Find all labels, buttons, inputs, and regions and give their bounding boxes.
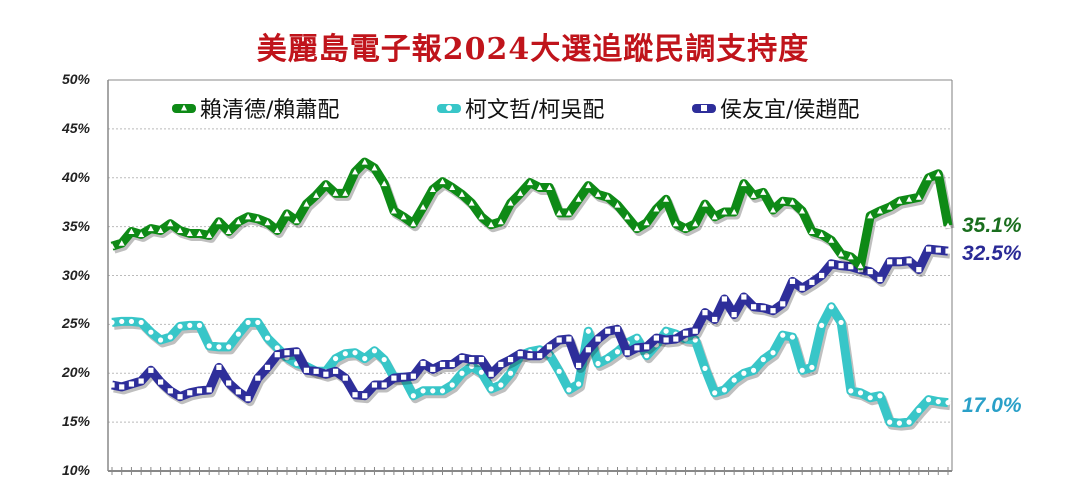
y-tick-label: 50% xyxy=(61,71,90,87)
triangle-marker-icon xyxy=(172,103,196,113)
y-tick-label: 40% xyxy=(61,168,90,185)
y-tick-label: 25% xyxy=(61,315,90,332)
legend-label: 賴清德/賴蕭配 xyxy=(200,98,340,123)
y-tick-label: 20% xyxy=(61,364,90,381)
square-marker-icon xyxy=(692,103,716,113)
legend-label: 侯友宜/侯趙配 xyxy=(720,98,860,123)
legend-item-ko: 柯文哲/柯吳配 xyxy=(437,93,604,123)
y-tick-label: 45% xyxy=(61,119,90,136)
legend-item-lai: 賴清德/賴蕭配 xyxy=(172,93,339,123)
y-tick-label: 30% xyxy=(61,266,90,283)
y-tick-label: 35% xyxy=(61,217,90,234)
end-label-ko: 17.0% xyxy=(962,394,1022,417)
end-label-lai: 35.1% xyxy=(962,214,1022,237)
legend-label: 柯文哲/柯吳配 xyxy=(465,98,605,123)
y-tick-label: 15% xyxy=(61,413,90,430)
legend-item-hou: 侯友宜/侯趙配 xyxy=(692,93,859,123)
end-label-hou: 32.5% xyxy=(962,242,1022,265)
y-tick-label: 10% xyxy=(61,462,90,478)
circle-marker-icon xyxy=(437,103,461,113)
chart-title: 美麗島電子報2024大選追蹤民調支持度 xyxy=(256,32,810,67)
